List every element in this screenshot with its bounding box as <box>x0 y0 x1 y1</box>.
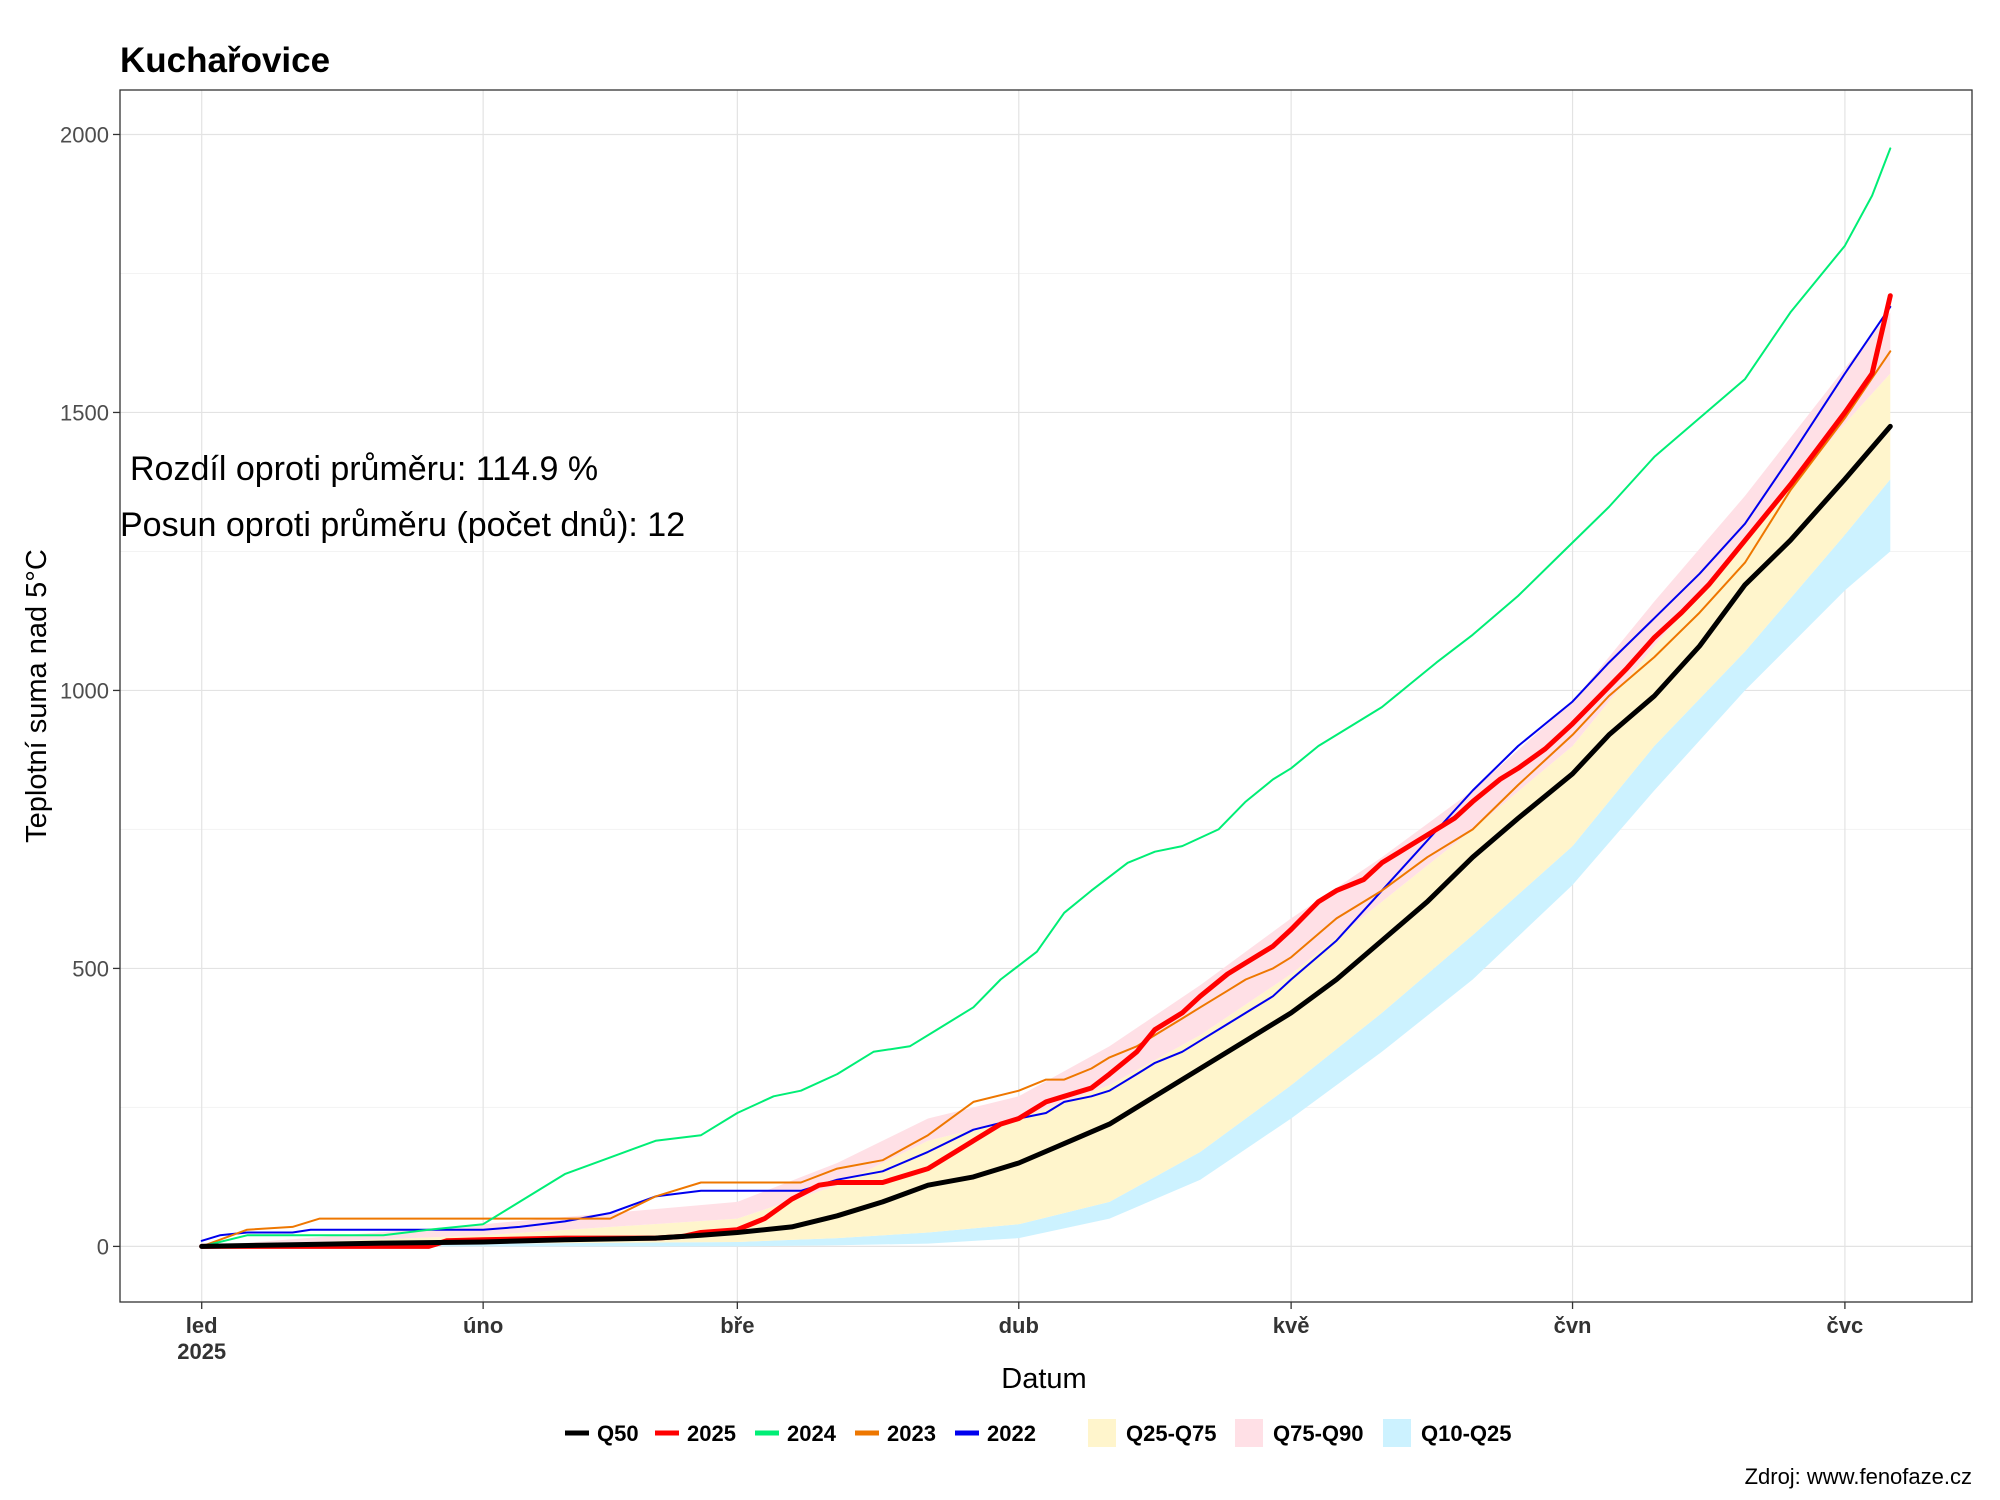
series-line-q50 <box>199 423 1893 1249</box>
x-axis-title: Datum <box>1001 1363 1086 1395</box>
legend-label: 2022 <box>987 1421 1036 1446</box>
x-tick-label: led <box>186 1313 218 1338</box>
legend-label: 2023 <box>887 1421 936 1446</box>
quantile-bands <box>201 312 1891 1247</box>
chart-title: Kuchařovice <box>120 41 330 80</box>
band-q25-q75 <box>201 373 1891 1247</box>
x-tick-label: kvě <box>1273 1313 1310 1338</box>
legend-key-fill <box>1235 1419 1263 1447</box>
legend-label: 2025 <box>687 1421 736 1446</box>
x-tick-sublabel: 2025 <box>177 1339 226 1364</box>
plot-frame <box>119 89 1973 1303</box>
series-lines <box>199 147 1893 1249</box>
shift-annotation: Posun oproti průměru (počet dnů): 12 <box>120 506 685 544</box>
series-line-2022 <box>200 305 1892 1242</box>
y-axis-title: Teplotní suma nad 5°C <box>21 549 53 843</box>
legend-label: Q75-Q90 <box>1273 1421 1364 1446</box>
legend-label: Q25-Q75 <box>1126 1421 1217 1446</box>
legend-key-fill <box>1088 1419 1116 1447</box>
x-tick-label: bře <box>720 1313 754 1338</box>
y-tick-label: 1000 <box>60 678 109 703</box>
y-tick-label: 500 <box>72 956 109 981</box>
legend-key-fill <box>1383 1419 1411 1447</box>
y-tick-label: 1500 <box>60 400 109 425</box>
series-line-2023 <box>200 350 1892 1248</box>
x-tick-label: dub <box>999 1313 1039 1338</box>
legend-label: 2024 <box>787 1421 837 1446</box>
legend: Q50 2025 2024 2023 2022 Q25-Q75 Q75-Q90 Q10-Q25 <box>565 1419 1512 1447</box>
series-line-2024 <box>200 147 1892 1248</box>
x-tick-label: úno <box>463 1313 503 1338</box>
x-tick-label: čvc <box>1827 1313 1864 1338</box>
source-credit: Zdroj: www.fenofaze.cz <box>1745 1464 1972 1489</box>
y-tick-label: 2000 <box>60 122 109 147</box>
y-axis-ticks: 0 500 1000 1500 2000 <box>60 122 120 1259</box>
y-tick-label: 0 <box>97 1234 109 1259</box>
difference-annotation: Rozdíl oproti průměru: 114.9 % <box>130 450 598 488</box>
legend-label: Q10-Q25 <box>1421 1421 1512 1446</box>
x-tick-label: čvn <box>1554 1313 1592 1338</box>
legend-label: Q50 <box>597 1421 639 1446</box>
series-line-2025 <box>199 293 1893 1249</box>
